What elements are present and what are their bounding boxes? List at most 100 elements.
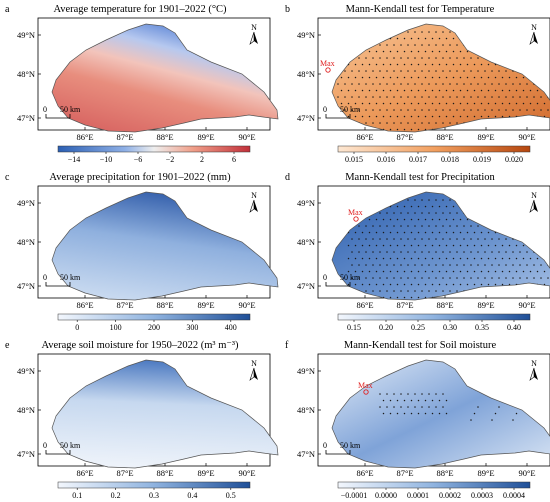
dot [354,231,357,234]
dot [403,412,406,415]
dot [428,109,430,111]
dot [414,70,416,72]
dot [389,257,392,260]
dot [414,83,416,85]
dot [449,57,451,59]
dot [487,102,490,105]
scale-bar-label: 50 km [340,105,361,114]
colorbar-tick-label: 200 [148,323,160,332]
dot [452,102,455,105]
dot [491,264,493,266]
dot [403,37,406,40]
dot [400,83,402,85]
dot [368,270,371,273]
dot [403,128,406,131]
dot [522,270,525,273]
north-arrow-label: N [531,359,537,368]
dot [379,277,381,279]
dot [417,283,420,286]
dot [372,238,374,240]
scale-bar-zero: 0 [43,105,47,114]
dot [421,277,423,279]
dot [368,102,371,105]
dot [526,83,528,85]
dot [351,277,353,279]
dot [494,257,497,260]
dot [400,212,402,214]
dot [379,290,381,292]
dot [424,115,427,118]
panel-title: Mann-Kendall test for Soil moisture [344,340,497,351]
dot [340,102,343,105]
dot [445,244,448,247]
dot [424,128,427,131]
dot [463,109,465,111]
dot [456,83,458,85]
lon-label: 90°E [518,132,535,142]
lon-label: 89°E [477,300,494,310]
dot [400,122,402,124]
dot [473,412,476,415]
dot [389,89,392,92]
dot [414,393,416,395]
dot [452,283,455,286]
dot [414,57,416,59]
dot [424,89,427,92]
dot [466,50,469,53]
dot [375,115,378,118]
dot [459,76,462,79]
dot [498,264,500,266]
dot [442,199,444,201]
lat-label: 47°N [297,113,315,123]
colorbar-tick-label: 0.3 [149,491,159,500]
dot [456,57,458,59]
dot [382,231,385,234]
dot [428,57,430,59]
dot [396,63,399,66]
dot [417,296,420,299]
dot [456,96,458,98]
dot [407,264,409,266]
dot [351,238,353,240]
dot [410,218,413,221]
dot [470,264,472,266]
dot [417,205,420,208]
dot [463,264,465,266]
dot [435,57,437,59]
dot [396,270,399,273]
dot [382,399,385,402]
colorbar [337,145,531,153]
dot [452,205,455,208]
dot [442,212,444,214]
dot [442,277,444,279]
dot [491,238,493,240]
dot [414,122,416,124]
dot [477,251,479,253]
dot [508,115,511,118]
lon-label: 86°E [76,468,93,478]
dot [456,70,458,72]
dot [410,102,413,105]
dot [484,264,486,266]
dot [417,50,420,53]
dot [400,57,402,59]
dot [452,115,455,118]
scale-bar-label: 50 km [60,441,81,450]
dot [361,257,364,260]
dot [393,96,395,98]
dot [410,283,413,286]
dot [417,412,420,415]
dot [403,257,406,260]
dot [491,83,493,85]
dot [379,406,381,408]
dot [410,128,413,131]
dot [519,96,521,98]
dot [365,290,367,292]
lon-label: 88°E [436,132,453,142]
dot [512,83,514,85]
dot [396,399,399,402]
scale-bar-zero: 0 [323,105,327,114]
max-label: Max [320,59,335,68]
dot [417,231,420,234]
colorbar-tick-label: −2 [166,155,175,164]
